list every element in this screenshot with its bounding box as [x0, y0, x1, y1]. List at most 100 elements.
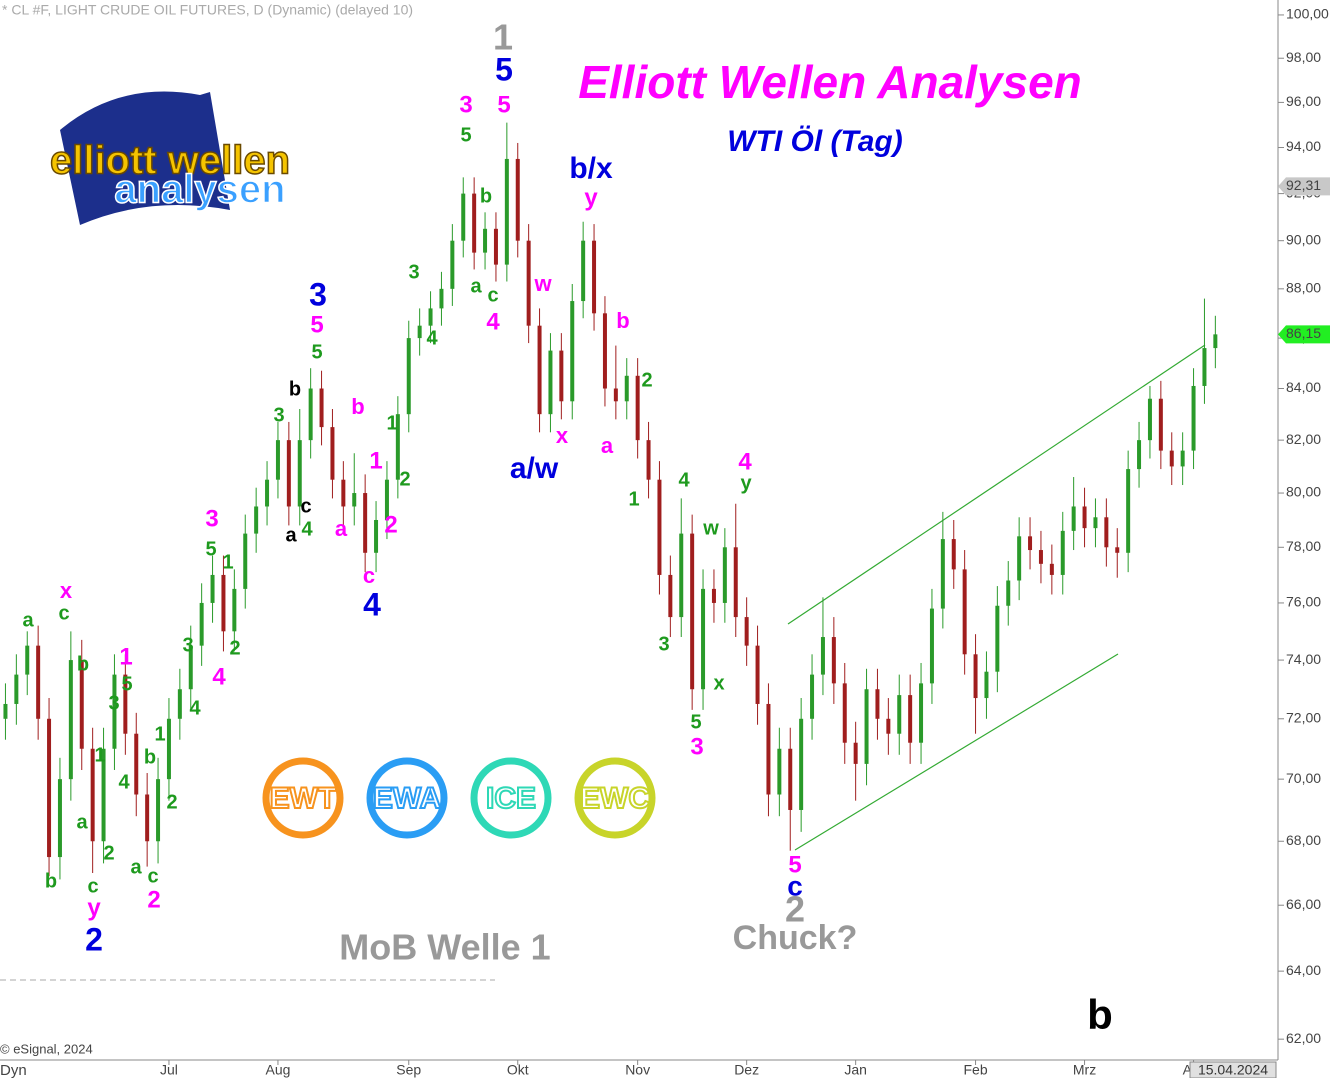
wave-label: b/x	[569, 152, 613, 185]
candle-body	[1137, 440, 1142, 470]
x-tick-label: Aug	[265, 1062, 290, 1078]
wave-label: b	[144, 746, 156, 768]
x-tick-label: Jul	[160, 1062, 178, 1078]
candle-body	[90, 748, 95, 842]
wave-label: c	[87, 875, 98, 897]
badge-label: EWA	[373, 782, 441, 815]
wave-label: 3	[408, 261, 419, 283]
y-tick-label: 70,00	[1286, 770, 1321, 786]
wave-label: 5	[495, 51, 513, 87]
candle-body	[374, 519, 379, 553]
candle-body	[1126, 469, 1131, 553]
candle-body	[1071, 506, 1076, 531]
wave-label: b	[45, 870, 57, 892]
y-tick-label: 80,00	[1286, 484, 1321, 500]
candle-body	[842, 683, 847, 743]
candle-body	[831, 637, 836, 684]
y-tick-label: 72,00	[1286, 709, 1321, 725]
wave-label: a/w	[510, 452, 559, 485]
candle-body	[112, 674, 117, 749]
wave-label: a	[470, 275, 482, 297]
candle-body	[352, 493, 357, 507]
candle-body	[820, 637, 825, 675]
candle-body	[570, 301, 575, 402]
candle-body	[853, 742, 858, 764]
y-tick-label: 98,00	[1286, 49, 1321, 65]
candle-body	[897, 695, 902, 734]
y-tick-label: 68,00	[1286, 832, 1321, 848]
logo-text: elliott wellen	[50, 139, 290, 183]
wave-label: b	[1087, 991, 1113, 1038]
candle-body	[690, 533, 695, 690]
channel-line	[787, 344, 1206, 625]
candle-body	[25, 645, 30, 675]
candle-body	[537, 325, 542, 415]
wave-label: 2	[103, 842, 114, 864]
candle-body	[68, 660, 73, 780]
candle-body	[439, 288, 444, 309]
candle-body	[711, 588, 716, 603]
wave-label: a	[22, 609, 34, 631]
candle-body	[134, 733, 139, 795]
wave-label: b	[616, 308, 629, 333]
candle-body	[156, 779, 161, 842]
badge-label: ICE	[486, 782, 536, 815]
candle-body	[275, 440, 280, 480]
candle-body	[635, 375, 640, 441]
y-tick-label: 90,00	[1286, 231, 1321, 247]
heading: Elliott Wellen Analysen	[578, 56, 1082, 108]
candle-body	[199, 602, 204, 646]
wave-label: 2	[384, 511, 397, 538]
wave-label: 1	[493, 17, 513, 58]
candle-body	[799, 718, 804, 810]
candle-body	[461, 193, 466, 241]
candle-body	[646, 440, 651, 480]
candle-body	[984, 671, 989, 699]
wave-label: c	[363, 563, 375, 588]
wave-label: 5	[690, 711, 701, 733]
candle-body	[1169, 450, 1174, 467]
price-marker-label: 92,31	[1286, 177, 1321, 193]
wave-label: w	[702, 517, 719, 539]
cursor-box	[1189, 1061, 1277, 1078]
wave-label: y	[87, 894, 101, 921]
logo-text: analysen	[114, 168, 285, 212]
y-tick-label: 62,00	[1286, 1030, 1321, 1046]
candle-body	[1049, 563, 1054, 575]
candle-body	[962, 569, 967, 655]
candle-body	[810, 674, 815, 719]
candle-body	[722, 547, 727, 603]
candle-body	[526, 240, 531, 326]
y-tick-label: 78,00	[1286, 538, 1321, 554]
badge	[262, 757, 344, 839]
candle-body	[1006, 580, 1011, 606]
candle-body	[777, 748, 782, 795]
wave-label: c	[300, 495, 311, 517]
wave-label: 3	[182, 634, 193, 656]
x-tick-label: Nov	[625, 1062, 650, 1078]
wave-label: 1	[154, 723, 165, 745]
y-tick-label: 64,00	[1286, 962, 1321, 978]
wave-label: x	[713, 672, 724, 694]
wave-label: MoB Welle 1	[339, 927, 550, 968]
candle-body	[995, 605, 1000, 672]
wave-label: 1	[386, 412, 397, 434]
price-marker-label: 86,15	[1286, 325, 1321, 341]
wave-label: Chuck?	[733, 919, 858, 957]
candle-body	[406, 338, 411, 415]
candle-body	[613, 388, 618, 402]
wave-label: a	[601, 433, 614, 458]
candle-body	[559, 350, 564, 402]
wave-label: a	[130, 856, 142, 878]
x-tick-label: Sep	[396, 1062, 421, 1078]
wave-label: 5	[205, 538, 216, 560]
wave-label: c	[787, 870, 803, 901]
candle-body	[14, 674, 19, 704]
candle-body	[330, 427, 335, 480]
x-tick-label: Okt	[507, 1062, 529, 1078]
price-marker	[1278, 325, 1330, 344]
wave-label: 2	[229, 637, 240, 659]
candle-body	[1191, 385, 1196, 451]
